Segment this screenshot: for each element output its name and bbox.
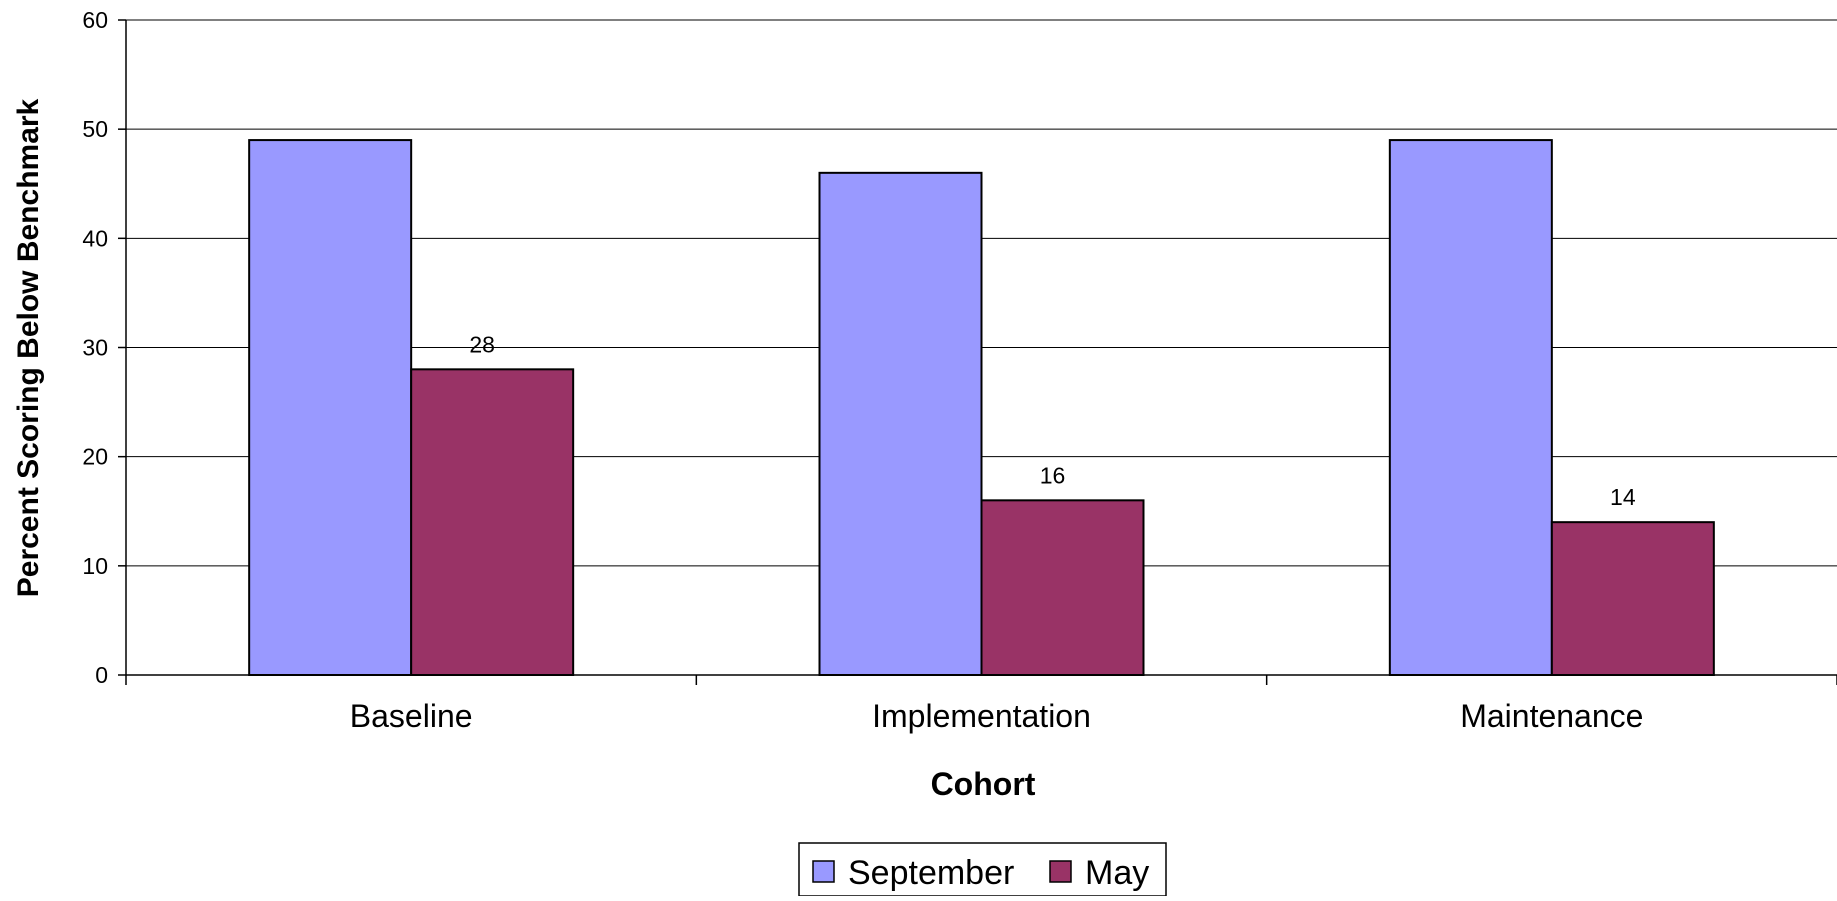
x-axis-title: Cohort bbox=[931, 766, 1036, 802]
legend-label-may: May bbox=[1085, 854, 1149, 892]
bars bbox=[248, 139, 1715, 677]
bar-september-baseline bbox=[248, 139, 413, 677]
y-tick-label-10: 10 bbox=[82, 553, 108, 579]
y-tick-label-40: 40 bbox=[82, 225, 108, 251]
y-tick-label-60: 60 bbox=[82, 7, 108, 33]
axes: 0 10 20 30 40 50 60 Baseline Implementation Maint… bbox=[82, 7, 1837, 734]
legend: September May bbox=[798, 842, 1167, 897]
legend-label-september: September bbox=[848, 854, 1014, 892]
x-tick-label-baseline: Baseline bbox=[350, 698, 473, 734]
legend-swatch-september bbox=[812, 860, 835, 883]
x-tick-label-implementation: Implementation bbox=[872, 698, 1091, 734]
y-tick-label-20: 20 bbox=[82, 444, 108, 470]
bar-may-baseline bbox=[410, 368, 575, 676]
legend-frame bbox=[798, 842, 1167, 897]
bar-may-maintenance bbox=[1550, 521, 1715, 677]
y-tick-label-50: 50 bbox=[82, 116, 108, 142]
bar-september-implementation bbox=[818, 171, 983, 676]
y-tick-label-0: 0 bbox=[95, 662, 108, 688]
data-label-may-implementation: 16 bbox=[1040, 462, 1066, 488]
y-axis-title: Percent Scoring Below Benchmark bbox=[12, 98, 45, 597]
bar-september-maintenance bbox=[1388, 139, 1553, 677]
data-labels: 28 16 14 bbox=[469, 331, 1635, 510]
y-tick-label-30: 30 bbox=[82, 335, 108, 361]
data-label-may-maintenance: 14 bbox=[1610, 484, 1636, 510]
bar-may-implementation bbox=[980, 499, 1145, 677]
legend-swatch-may bbox=[1049, 860, 1072, 883]
data-label-may-baseline: 28 bbox=[469, 331, 495, 357]
x-tick-label-maintenance: Maintenance bbox=[1460, 698, 1643, 734]
